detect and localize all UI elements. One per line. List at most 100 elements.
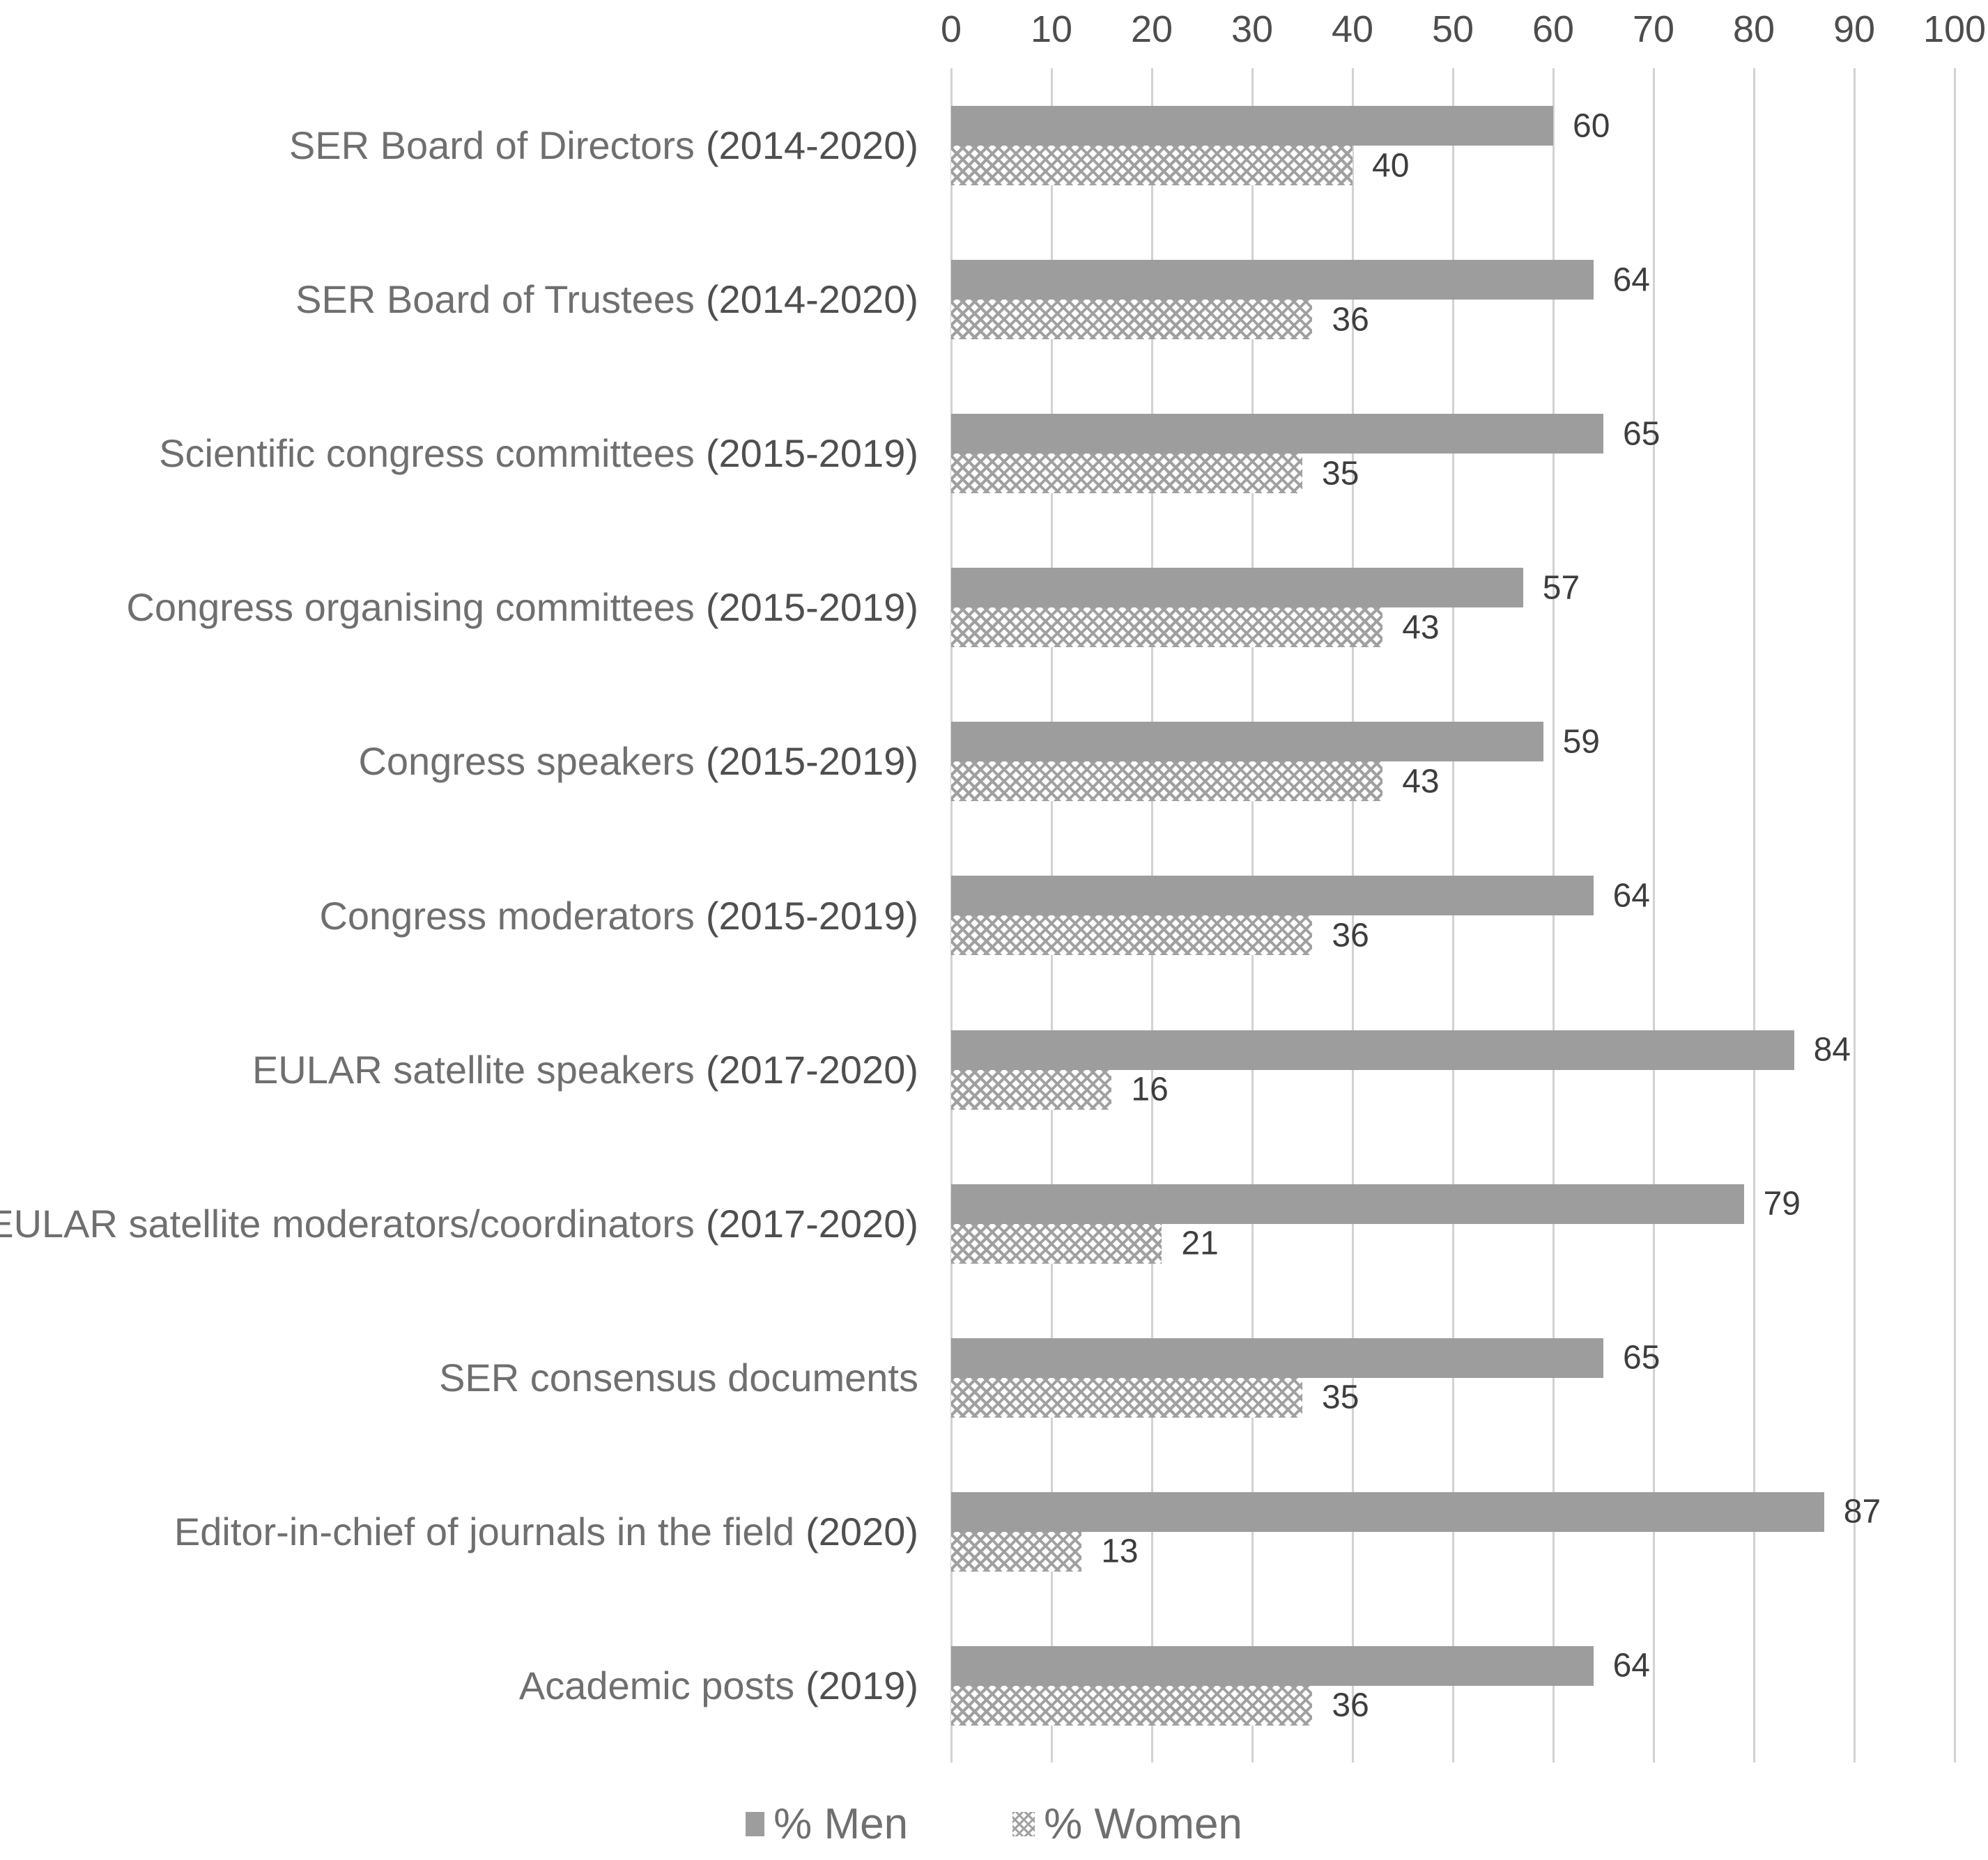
women-bar: 35	[951, 1377, 1359, 1418]
women-value-label: 21	[1181, 1225, 1219, 1262]
category-period: (2017-2020)	[705, 1201, 918, 1246]
gridline	[1853, 68, 1856, 1762]
men-bar: 60	[951, 106, 1610, 146]
category-label: SER Board of Trustees (2014-2020)	[0, 222, 935, 376]
category-label: Congress moderators (2015-2019)	[0, 838, 935, 992]
x-tick-label: 70	[1632, 8, 1675, 50]
category-name: EULAR satellite speakers	[252, 1047, 695, 1092]
women-bar: 36	[951, 915, 1369, 956]
category-name: Congress speakers	[358, 739, 695, 784]
x-tick-label: 50	[1431, 8, 1474, 50]
men-bar: 79	[951, 1184, 1801, 1224]
men-bar: 64	[951, 1645, 1650, 1686]
category-label: EULAR satellite moderators/coordinators …	[0, 1147, 935, 1301]
men-value-label: 59	[1562, 723, 1600, 761]
women-value-label: 43	[1402, 763, 1440, 800]
chart-row: 65 35	[951, 1301, 1955, 1455]
category-period: (2020)	[806, 1509, 918, 1553]
women-bar: 36	[951, 1685, 1369, 1726]
category-period: (2015-2019)	[705, 585, 918, 630]
chart-row: 60 40	[951, 68, 1955, 222]
men-value-label: 64	[1612, 877, 1650, 915]
category-label: EULAR satellite speakers (2017-2020)	[0, 993, 935, 1147]
chart-row: 87 13	[951, 1455, 1955, 1609]
men-value-label: 60	[1573, 107, 1610, 144]
category-label: SER consensus documents	[0, 1301, 935, 1455]
men-value-label: 65	[1623, 415, 1660, 453]
women-legend-label: % Women	[1044, 1799, 1242, 1848]
chart-row: 65 35	[951, 376, 1955, 530]
x-tick-label: 100	[1922, 8, 1987, 50]
x-tick-label: 10	[1030, 8, 1073, 50]
legend-item-men: % Men	[746, 1799, 908, 1849]
women-bar: 35	[951, 454, 1359, 494]
women-series-swatch-icon	[1012, 1811, 1035, 1836]
category-name: Academic posts	[518, 1663, 795, 1707]
men-bar: 65	[951, 414, 1660, 454]
chart-row: 79 21	[951, 1147, 1955, 1301]
men-bar: 59	[951, 722, 1600, 762]
x-tick-label: 30	[1231, 8, 1274, 50]
men-value-label: 64	[1612, 261, 1650, 299]
women-bar: 43	[951, 761, 1440, 802]
women-value-label: 13	[1101, 1533, 1139, 1570]
chart-row: 64 36	[951, 838, 1955, 992]
men-bar: 64	[951, 876, 1650, 916]
women-value-label: 36	[1332, 917, 1369, 954]
chart-row: 64 36	[951, 222, 1955, 376]
men-value-label: 79	[1763, 1185, 1801, 1223]
men-value-label: 87	[1843, 1493, 1881, 1530]
category-name: Congress organising committees	[126, 585, 695, 630]
category-name: EULAR satellite moderators/coordinators	[0, 1201, 695, 1246]
category-period: (2019)	[806, 1663, 918, 1707]
x-tick-label: 60	[1532, 8, 1575, 50]
men-value-label: 65	[1623, 1339, 1660, 1377]
women-bar: 21	[951, 1223, 1219, 1264]
category-name: Scientific congress committees	[159, 431, 695, 476]
category-period: (2014-2020)	[705, 277, 918, 322]
women-bar: 13	[951, 1531, 1139, 1572]
women-value-label: 36	[1332, 1687, 1369, 1724]
men-value-label: 84	[1813, 1031, 1851, 1069]
category-period: (2015-2019)	[705, 431, 918, 476]
men-value-label: 64	[1612, 1647, 1650, 1684]
category-label: Scientific congress committees (2015-201…	[0, 376, 935, 530]
category-name: Editor-in-chief of journals in the field	[174, 1509, 795, 1553]
category-period: (2015-2019)	[705, 893, 918, 938]
x-tick-label: 0	[940, 8, 962, 50]
women-value-label: 35	[1322, 455, 1359, 493]
men-legend-label: % Men	[773, 1799, 909, 1848]
x-tick-label: 20	[1130, 8, 1173, 50]
women-value-label: 35	[1322, 1379, 1359, 1416]
legend-item-women: % Women	[1012, 1799, 1242, 1849]
category-name: SER Board of Trustees	[295, 277, 695, 322]
women-bar: 43	[951, 607, 1440, 648]
men-bar: 65	[951, 1338, 1660, 1378]
men-bar: 64	[951, 260, 1650, 300]
category-label: Academic posts (2019)	[0, 1609, 935, 1762]
category-name: Congress moderators	[319, 893, 695, 938]
x-tick-label: 40	[1331, 8, 1374, 50]
category-label: Editor-in-chief of journals in the field…	[0, 1455, 935, 1609]
men-bar: 84	[951, 1030, 1851, 1070]
men-bar: 57	[951, 568, 1580, 608]
men-series-swatch-icon	[746, 1811, 765, 1836]
plot-area: 60 40 64 36 65 35 57 43 59 4	[950, 68, 1956, 1762]
category-label: SER Board of Directors (2014-2020)	[0, 68, 935, 222]
gridline	[1652, 68, 1655, 1762]
women-bar: 36	[951, 300, 1369, 340]
chart-row: 64 36	[951, 1609, 1955, 1762]
legend: % Men % Women	[0, 1792, 1988, 1856]
category-labels: SER Board of Directors (2014-2020) SER B…	[0, 68, 935, 1762]
x-tick-label: 80	[1732, 8, 1775, 50]
gridline	[1752, 68, 1755, 1762]
men-value-label: 57	[1542, 569, 1580, 607]
chart-row: 57 43	[951, 530, 1955, 684]
gridline	[1953, 68, 1956, 1762]
women-value-label: 36	[1332, 301, 1369, 339]
category-label: Congress speakers (2015-2019)	[0, 684, 935, 838]
women-value-label: 16	[1131, 1071, 1169, 1108]
category-period: (2014-2020)	[705, 123, 918, 168]
women-value-label: 40	[1372, 147, 1410, 184]
